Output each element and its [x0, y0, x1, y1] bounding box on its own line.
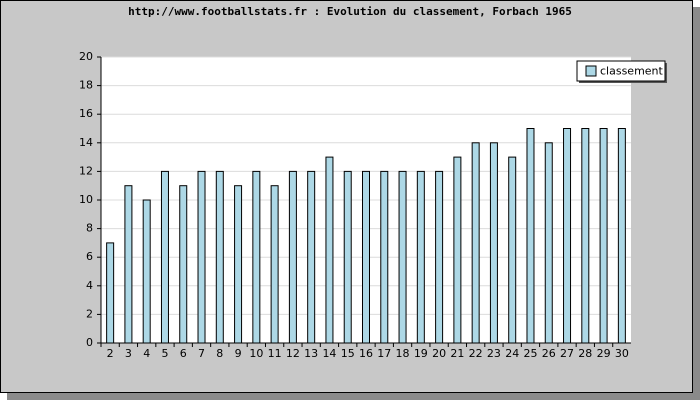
bar	[325, 156, 334, 344]
legend-box	[576, 60, 666, 82]
bar	[581, 128, 590, 344]
x-tick-label: 17	[377, 347, 391, 360]
x-tick-label: 30	[615, 347, 629, 360]
bar	[617, 128, 626, 344]
x-tick-label: 19	[414, 347, 428, 360]
legend-swatch	[585, 65, 597, 77]
x-tick-label: 28	[578, 347, 592, 360]
y-tick-label: 10	[79, 193, 93, 206]
y-tick-label: 12	[79, 164, 93, 177]
y-tick-label: 0	[86, 336, 93, 349]
bar	[270, 185, 279, 344]
x-tick-label: 9	[235, 347, 242, 360]
y-tick-label: 20	[79, 50, 93, 63]
bar	[508, 156, 517, 344]
bar	[453, 156, 462, 344]
x-tick-label: 8	[216, 347, 223, 360]
x-tick-label: 24	[505, 347, 519, 360]
bar	[398, 170, 407, 344]
bar	[599, 128, 608, 344]
x-tick-label: 25	[523, 347, 537, 360]
bar	[526, 128, 535, 344]
bar	[179, 185, 188, 344]
bar	[435, 170, 444, 344]
x-tick-label: 6	[180, 347, 187, 360]
bar	[234, 185, 243, 344]
x-tick-label: 12	[286, 347, 300, 360]
x-tick-label: 18	[396, 347, 410, 360]
x-tick-label: 26	[542, 347, 556, 360]
x-tick-label: 22	[469, 347, 483, 360]
bar	[380, 170, 389, 344]
bar	[142, 199, 151, 344]
x-tick-label: 20	[432, 347, 446, 360]
x-tick-label: 14	[322, 347, 336, 360]
x-tick-label: 13	[304, 347, 318, 360]
bar	[471, 142, 480, 344]
bar	[215, 170, 224, 344]
x-tick-label: 23	[487, 347, 501, 360]
x-tick-label: 29	[597, 347, 611, 360]
x-tick-label: 15	[341, 347, 355, 360]
y-tick-label: 6	[86, 250, 93, 263]
bar	[544, 142, 553, 344]
x-tick-label: 4	[143, 347, 150, 360]
bar	[489, 142, 498, 344]
x-tick-label: 10	[249, 347, 263, 360]
chart-title: http://www.footballstats.fr : Evolution …	[128, 5, 572, 18]
bar	[252, 170, 261, 344]
y-tick-label: 14	[79, 136, 93, 149]
legend-label: classement	[600, 65, 664, 78]
bar	[563, 128, 572, 344]
bar	[106, 242, 115, 344]
y-tick-label: 16	[79, 107, 93, 120]
x-tick-label: 21	[450, 347, 464, 360]
bar	[416, 170, 425, 344]
bar	[307, 170, 316, 344]
x-tick-label: 7	[198, 347, 205, 360]
x-tick-label: 11	[268, 347, 282, 360]
bar	[343, 170, 352, 344]
y-tick-label: 2	[86, 307, 93, 320]
bar	[288, 170, 297, 344]
bar	[160, 170, 169, 344]
y-tick-label: 8	[86, 222, 93, 235]
y-tick-label: 4	[86, 279, 93, 292]
bar	[124, 185, 133, 344]
bar	[362, 170, 370, 344]
x-tick-label: 16	[359, 347, 373, 360]
x-tick-label: 27	[560, 347, 574, 360]
x-tick-label: 5	[161, 347, 168, 360]
x-tick-label: 3	[125, 347, 132, 360]
y-tick-label: 18	[79, 79, 93, 92]
x-tick-label: 2	[107, 347, 114, 360]
bar	[197, 170, 206, 344]
